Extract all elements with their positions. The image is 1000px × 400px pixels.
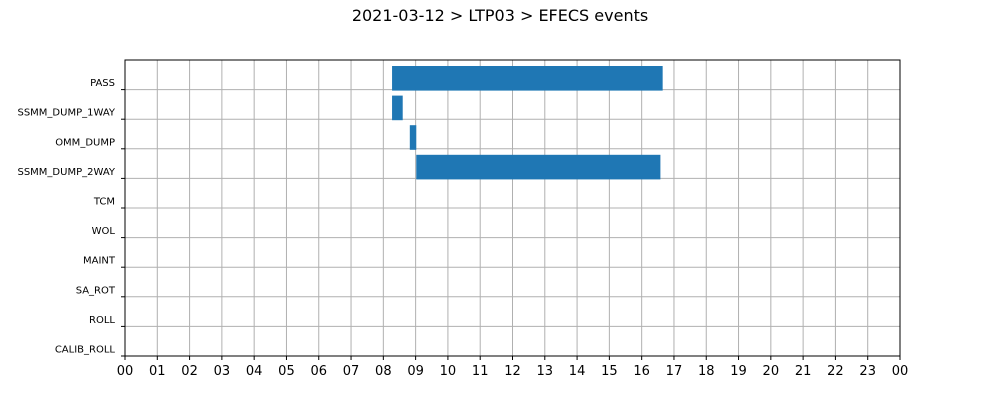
x-tick-label: 04 xyxy=(246,364,263,379)
x-tick-label: 08 xyxy=(375,364,392,379)
y-tick-label: SA_ROT xyxy=(76,285,116,296)
y-tick-label: WOL xyxy=(92,226,116,237)
x-tick-label: 11 xyxy=(472,364,489,379)
x-tick-label: 17 xyxy=(666,364,683,379)
x-tick-label: 05 xyxy=(278,364,295,379)
x-tick-label: 15 xyxy=(601,364,618,379)
x-tick-label: 09 xyxy=(407,364,424,379)
x-tick-label: 18 xyxy=(698,364,715,379)
event-bar xyxy=(416,154,661,180)
grid-lines xyxy=(124,60,901,356)
y-tick-label: SSMM_DUMP_1WAY xyxy=(17,108,115,119)
y-tick-label: MAINT xyxy=(83,256,116,267)
y-tick-label: CALIB_ROLL xyxy=(55,345,116,356)
x-tick-label: 07 xyxy=(343,364,360,379)
x-tick-label: 19 xyxy=(730,364,747,379)
x-tick-label: 21 xyxy=(795,364,812,379)
x-tick-label: 00 xyxy=(892,364,909,379)
y-tick-label: ROLL xyxy=(89,315,115,326)
event-bar xyxy=(409,125,417,150)
x-tick-label: 12 xyxy=(504,364,521,379)
x-tick-label: 03 xyxy=(214,364,231,379)
event-bars xyxy=(392,66,663,180)
x-axis: 00 01 02 03 04 05 06 07 08 09 10 11 12 13 14 15 16 17 18 19… xyxy=(117,356,909,379)
chart-title: 2021-03-12 > LTP03 > EFECS events xyxy=(351,6,649,25)
y-tick-label: OMM_DUMP xyxy=(55,137,115,148)
event-bar xyxy=(392,95,403,121)
y-axis: PASS SSMM_DUMP_1WAY OMM_DUMP SSMM_DUMP_2WAY… xyxy=(17,78,125,357)
y-tick-label: TCM xyxy=(93,197,115,208)
x-tick-label: 20 xyxy=(763,364,780,379)
event-bar xyxy=(392,66,663,91)
y-tick-label: PASS xyxy=(90,78,115,89)
x-tick-label: 16 xyxy=(633,364,650,379)
x-tick-label: 13 xyxy=(537,364,554,379)
x-tick-label: 22 xyxy=(827,364,844,379)
y-tick-label: SSMM_DUMP_2WAY xyxy=(17,167,115,178)
x-tick-label: 06 xyxy=(310,364,327,379)
x-tick-label: 10 xyxy=(440,364,457,379)
x-tick-label: 14 xyxy=(569,364,586,379)
x-tick-label: 23 xyxy=(859,364,876,379)
x-tick-label: 00 xyxy=(117,364,134,379)
x-tick-label: 01 xyxy=(149,364,166,379)
x-tick-label: 02 xyxy=(181,364,198,379)
